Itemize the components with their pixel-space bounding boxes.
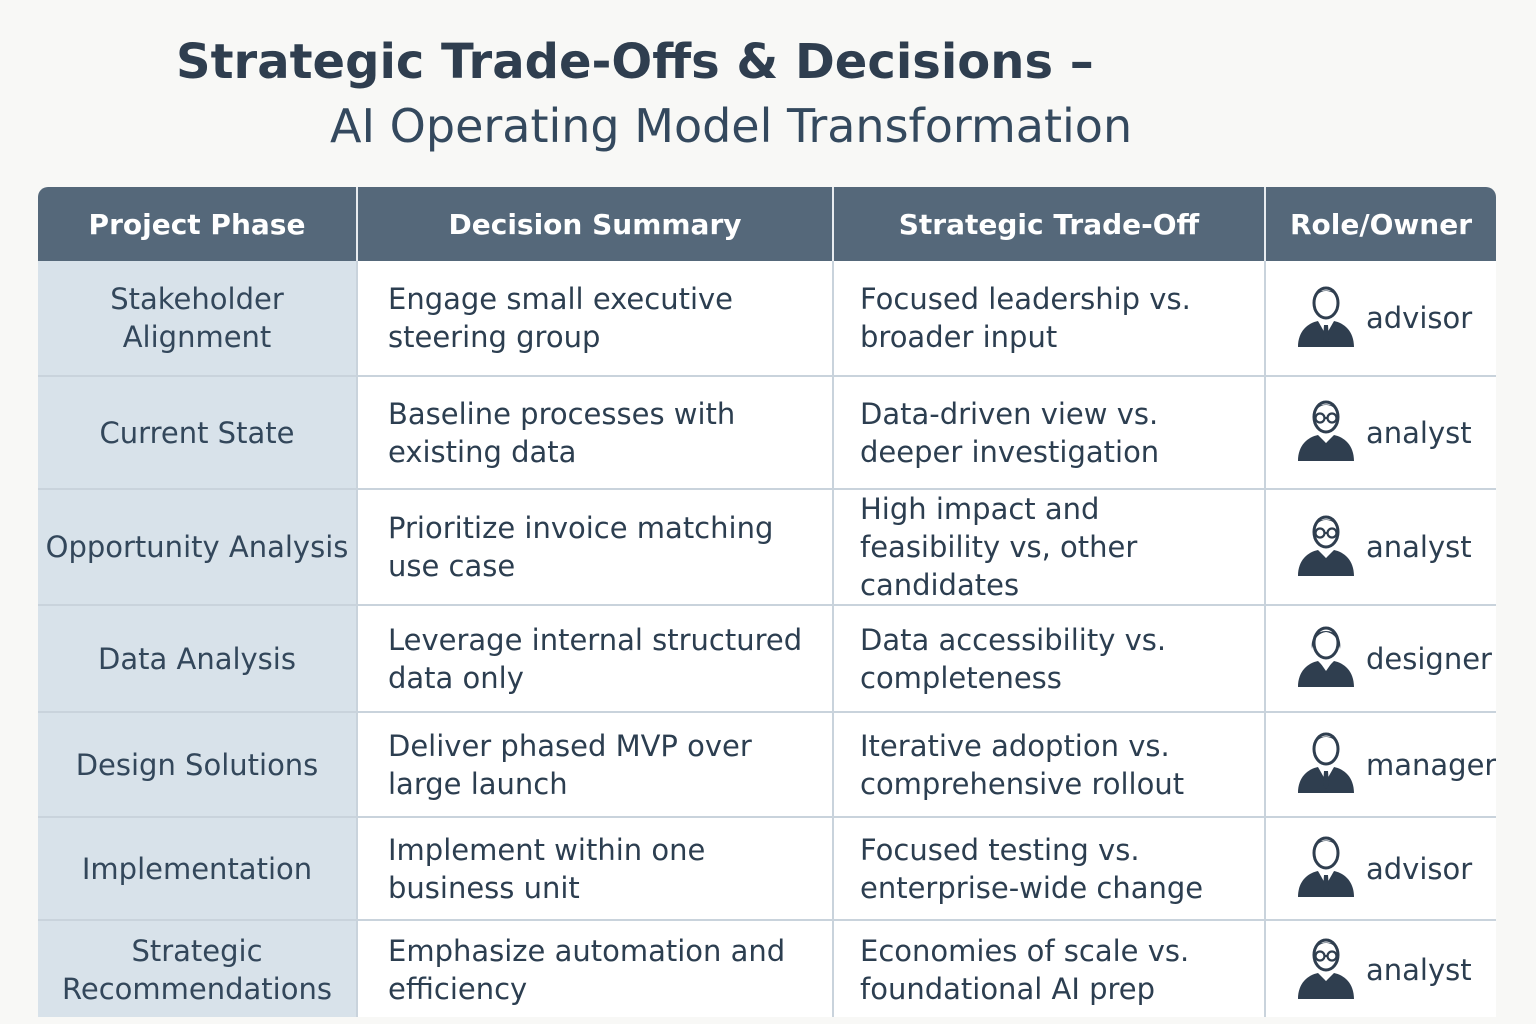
title-line-1: Strategic Trade-Offs & Decisions – [176,34,1094,90]
table-header-row: Project Phase Decision Summary Strategic… [38,187,1496,261]
advisor-icon [1298,286,1354,347]
tradeoff-cell: High impact and feasibility vs, other ca… [833,489,1266,606]
designer-icon [1294,619,1358,698]
phase-cell: Current State [38,376,358,490]
table-row: Design Solutions Deliver phased MVP over… [38,712,1496,818]
manager-icon [1294,725,1358,804]
owner-cell: advisor [1265,261,1496,377]
analyst-icon [1294,508,1358,587]
analyst-icon [1298,938,1354,999]
table-row: Stakeholder Alignment Engage small execu… [38,261,1496,377]
owner-label: analyst [1366,953,1472,987]
phase-cell: Opportunity Analysis [38,489,358,606]
header-decision-summary: Decision Summary [357,187,834,261]
owner-label: analyst [1366,530,1472,564]
header-role-owner: Role/Owner [1265,187,1496,261]
decision-cell: Leverage internal structured data only [357,605,834,713]
phase-cell: Implementation [38,817,358,921]
owner-label: designer [1366,641,1492,676]
decision-cell: Engage small executive steering group [357,261,834,377]
decision-cell: Prioritize invoice matching use case [357,489,834,606]
owner-cell: analyst [1265,920,1496,1017]
table-row: Implementation Implement within one busi… [38,817,1496,921]
analyst-icon [1298,400,1354,461]
owner-cell: manager [1265,712,1496,818]
decisions-table: Project Phase Decision Summary Strategic… [38,187,1496,1017]
page-title: Strategic Trade-Offs & Decisions – AI Op… [0,30,1536,158]
title-line-2: AI Operating Model Transformation [330,99,1133,153]
advisor-icon [1294,279,1358,358]
header-strategic-trade-off: Strategic Trade-Off [833,187,1266,261]
tradeoff-cell: Focused testing vs. enterprise-wide chan… [833,817,1266,921]
table-row: Current State Baseline processes with ex… [38,376,1496,490]
phase-cell: Data Analysis [38,605,358,713]
phase-cell: Stakeholder Alignment [38,261,358,377]
owner-label: manager [1366,747,1496,782]
analyst-icon [1294,393,1358,472]
decision-cell: Emphasize automation and efficiency [357,920,834,1017]
owner-label: advisor [1366,851,1473,886]
tradeoff-cell: Focused leadership vs. broader input [833,261,1266,377]
owner-cell: designer [1265,605,1496,713]
owner-cell: analyst [1265,489,1496,606]
tradeoff-cell: Economies of scale vs. foundational AI p… [833,920,1266,1017]
analyst-icon [1294,931,1358,1010]
advisor-icon [1298,836,1354,897]
phase-cell: Strategic Recommendations [38,920,358,1017]
analyst-icon [1298,515,1354,576]
table-row: Strategic Recommendations Emphasize auto… [38,920,1496,1017]
decision-cell: Implement within one business unit [357,817,834,921]
table-row: Opportunity Analysis Prioritize invoice … [38,489,1496,606]
owner-cell: analyst [1265,376,1496,490]
designer-icon [1298,626,1354,687]
owner-label: advisor [1366,301,1473,335]
header-project-phase: Project Phase [38,187,358,261]
decision-cell: Deliver phased MVP over large launch [357,712,834,818]
decision-cell: Baseline processes with existing data [357,376,834,490]
tradeoff-cell: Iterative adoption vs. comprehensive rol… [833,712,1266,818]
tradeoff-cell: Data accessibility vs. completeness [833,605,1266,713]
owner-cell: advisor [1265,817,1496,921]
table-row: Data Analysis Leverage internal structur… [38,605,1496,713]
advisor-icon [1294,829,1358,908]
manager-icon [1298,732,1354,793]
tradeoff-cell: Data-driven view vs. deeper investigatio… [833,376,1266,490]
owner-label: analyst [1366,415,1472,450]
phase-cell: Design Solutions [38,712,358,818]
